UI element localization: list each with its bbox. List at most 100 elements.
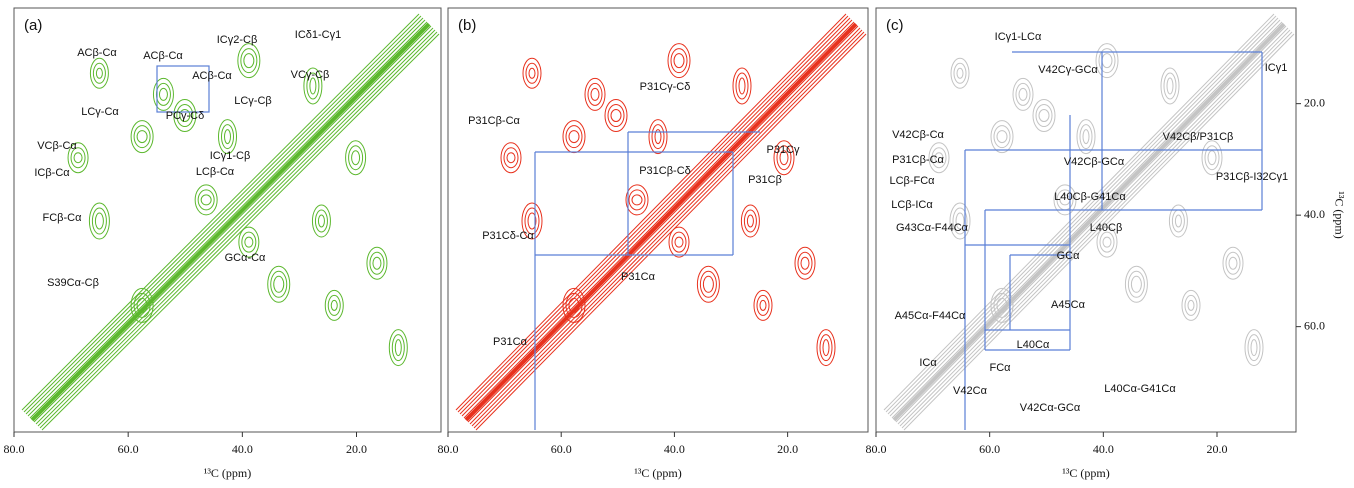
cross-peak-contour — [736, 73, 748, 99]
panel-label: (a) — [24, 17, 42, 34]
peak-annotation: L40Cβ — [1090, 222, 1123, 234]
cross-peak-contour — [591, 88, 599, 100]
peak-annotation: ICα — [919, 357, 937, 369]
cross-peak-contour — [241, 49, 257, 73]
cross-peak-contour — [801, 257, 809, 269]
peak-annotation: S39Cα-Cβ — [47, 277, 99, 289]
peak-annotation: ACβ-Cα — [77, 47, 117, 59]
cross-peak-contour — [652, 125, 664, 149]
peak-annotation: ICγ1 — [1265, 62, 1288, 74]
cross-peak-contour — [349, 146, 363, 170]
cross-peak-contour — [1185, 295, 1197, 315]
cross-peak-contour — [674, 54, 684, 68]
peak-annotation: P31Cβ-Cα — [892, 154, 944, 166]
cross-peak-contour — [1019, 88, 1027, 100]
peak-annotation: L40Cα — [1017, 339, 1050, 351]
peak-annotation: PCγ-Cδ — [166, 110, 205, 122]
cross-peak-contour — [1172, 210, 1184, 232]
peak-annotation: LCγ-Cα — [81, 106, 119, 118]
x-axis-label: ¹³C (ppm) — [1062, 466, 1110, 480]
figure: (a)80.060.040.020.0¹³C (ppm)ACβ-CαACβ-Cα… — [0, 0, 1354, 488]
cross-peak-contour — [156, 83, 170, 105]
cross-peak-contour — [95, 213, 103, 229]
spectrum — [456, 14, 866, 430]
diagonal-contour — [890, 20, 1280, 416]
cross-peak-contour — [201, 195, 211, 205]
peak-annotation: VCβ-Cα — [37, 140, 77, 152]
diagonal-contour — [32, 24, 429, 420]
cross-peak-contour — [1188, 300, 1194, 310]
panel-label: (c) — [886, 17, 904, 34]
cross-peak-contour — [318, 215, 324, 227]
cross-peak-contour — [392, 335, 404, 361]
peak-annotation: P31Cβ — [748, 174, 782, 186]
panel: (c)80.060.040.020.0¹³C (ppm)20.040.060.0… — [866, 8, 1347, 480]
cross-peak-contour — [74, 153, 82, 163]
cross-peak-contour — [569, 131, 579, 143]
peak-annotation: L40Cβ-G41Cα — [1054, 191, 1126, 203]
diagonal-contour — [458, 16, 848, 412]
x-tick-label: 40.0 — [1093, 442, 1114, 456]
cross-peak-contour — [1128, 271, 1144, 297]
peak-annotation: P31Cγ-Cδ — [640, 81, 691, 93]
cross-peak-contour — [244, 54, 254, 68]
peak-annotation: LCβ-ICα — [891, 199, 933, 211]
peak-annotation: P31Cγ — [766, 144, 800, 156]
cross-peak-contour — [395, 340, 401, 356]
cross-peak-contour — [225, 130, 231, 144]
cross-peak-contour — [757, 295, 769, 315]
cross-peak-contour — [608, 105, 624, 127]
cross-peak-contour — [1226, 252, 1240, 274]
peak-annotation: P31Cβ-Cδ — [639, 165, 691, 177]
cross-peak-contour — [96, 68, 102, 78]
diagonal-contour — [888, 18, 1278, 414]
cross-peak-contour — [134, 126, 150, 148]
peak-annotation: V42Cα — [953, 385, 988, 397]
diagonal-contour — [456, 14, 846, 410]
cross-peak-contour — [1131, 276, 1141, 292]
cross-peak-contour — [92, 208, 106, 234]
cross-peak-contour — [675, 237, 683, 247]
y-axis-label: ¹³C (ppm) — [1332, 191, 1346, 239]
cross-peak-contour — [1083, 130, 1089, 144]
cross-peak-contour — [1016, 83, 1030, 105]
cross-peak-contour — [1175, 215, 1181, 227]
cross-peak-contour — [198, 190, 214, 210]
x-tick-label: 20.0 — [1207, 442, 1228, 456]
cross-peak-contour — [315, 210, 327, 232]
peak-annotation: VCγ-Cβ — [291, 69, 330, 81]
cross-peak-contour — [1229, 257, 1237, 269]
cross-peak-contour — [700, 271, 716, 297]
x-tick-label: 60.0 — [979, 442, 1000, 456]
cross-peak-contour — [703, 276, 713, 292]
cross-peak-contour — [137, 131, 147, 143]
cross-peak-contour — [671, 49, 687, 73]
cross-peak-contour — [798, 252, 812, 274]
cross-peak-contour — [1205, 146, 1219, 170]
cross-peak-contour — [159, 88, 167, 100]
peak-annotation: P31Cδ-Cα — [482, 230, 534, 242]
cross-peak-contour — [994, 126, 1010, 148]
panel-label: (b) — [458, 17, 476, 34]
cross-peak-contour — [611, 110, 621, 122]
cross-peak-contour — [672, 232, 686, 252]
peak-annotation: ICβ-Cα — [34, 167, 70, 179]
cross-peak-contour — [1102, 54, 1112, 68]
cross-peak-contour — [370, 252, 384, 274]
diagonal-contour — [42, 34, 439, 430]
peak-annotation: ICγ2-Cβ — [217, 34, 258, 46]
peak-annotation: ACβ-Cα — [143, 50, 183, 62]
diagonal-contour — [462, 20, 852, 416]
peak-annotation: G43Cα-F44Cα — [896, 222, 969, 234]
y-tick-label: 60.0 — [1304, 318, 1325, 332]
peak-annotation: FCα — [989, 362, 1011, 374]
peak-annotation: ICδ1-Cγ1 — [295, 29, 341, 41]
cross-peak-contour — [222, 125, 234, 149]
peak-annotation: P31Cα — [493, 336, 528, 348]
peak-annotation: LCβ-FCα — [889, 175, 935, 187]
cross-peak-contour — [823, 340, 829, 356]
peak-annotation: LCβ-Cα — [196, 166, 235, 178]
cross-peak-contour — [328, 295, 340, 315]
diagonal-contour — [40, 32, 437, 428]
cross-peak-contour — [1036, 105, 1052, 127]
